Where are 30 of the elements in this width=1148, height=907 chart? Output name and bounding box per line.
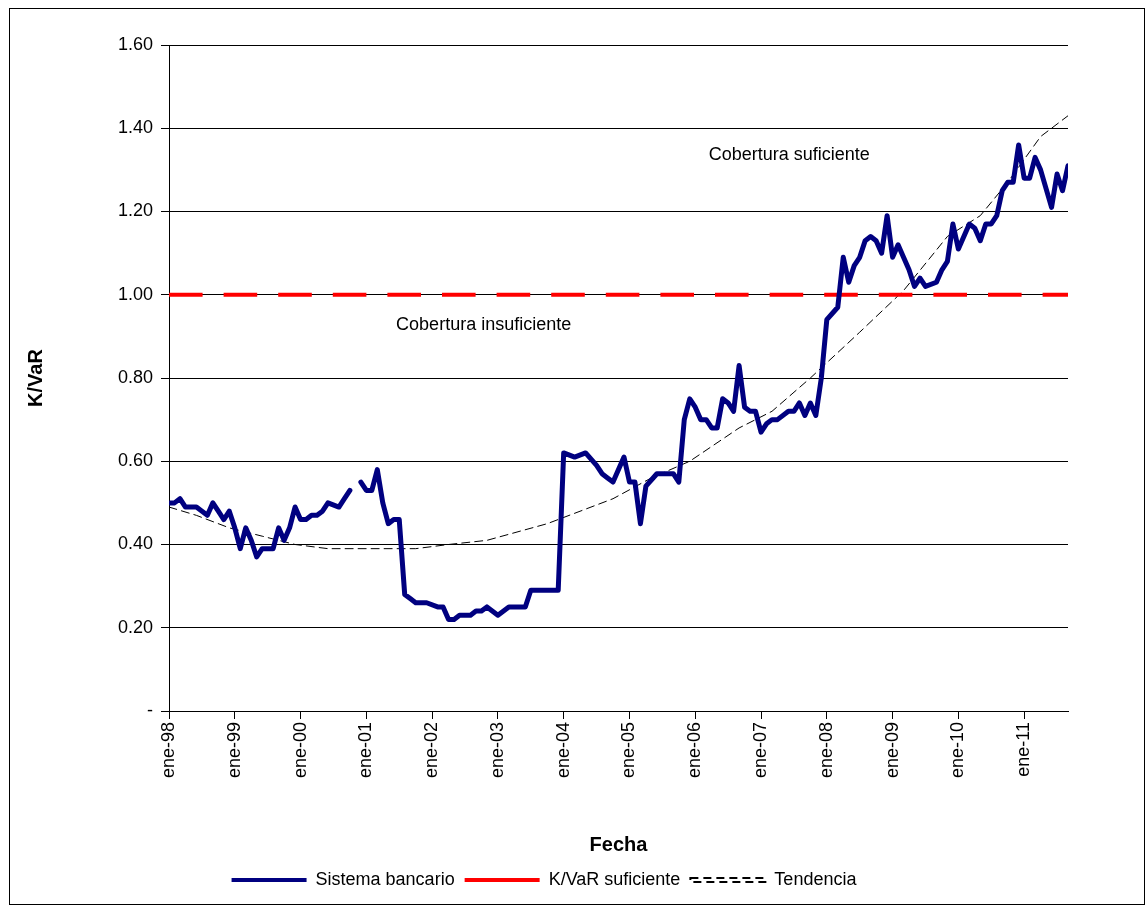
x-tick-label: ene-99 [223, 722, 244, 779]
y-tick-label: 0.80 [117, 366, 153, 387]
x-tick-label: ene-98 [157, 722, 178, 779]
legend-label: K/VaR suficiente [548, 868, 681, 889]
x-axis-title: Fecha [589, 832, 649, 855]
annotation: Cobertura insuficiente [396, 313, 572, 334]
x-tick-label: ene-04 [552, 722, 573, 779]
legend-label: Tendencia [774, 868, 858, 889]
y-tick-label: 1.20 [117, 200, 153, 221]
x-tick-label: ene-10 [947, 722, 968, 779]
annotation: Cobertura suficiente [708, 143, 870, 164]
x-tick-label: ene-06 [684, 722, 705, 779]
y-tick-label: 1.40 [117, 117, 153, 138]
x-tick-label: ene-05 [618, 722, 639, 779]
y-tick-label: 0.20 [117, 616, 153, 637]
y-tick-label: 0.60 [117, 450, 153, 471]
y-tick-label: 1.00 [117, 283, 153, 304]
y-tick-label: 1.60 [117, 33, 153, 54]
x-tick-label: ene-11 [1013, 722, 1034, 777]
y-tick-label: 0.40 [117, 533, 153, 554]
x-tick-label: ene-02 [421, 722, 442, 779]
y-tick-label: - [147, 699, 153, 720]
x-tick-label: ene-08 [815, 722, 836, 779]
y-axis-title: K/VaR [23, 348, 46, 407]
legend-label: Sistema bancario [315, 868, 455, 889]
x-tick-label: ene-09 [881, 722, 902, 779]
x-tick-label: ene-01 [355, 722, 376, 779]
x-tick-label: ene-07 [749, 722, 770, 779]
x-tick-label: ene-00 [289, 722, 310, 779]
x-tick-label: ene-03 [486, 722, 507, 779]
